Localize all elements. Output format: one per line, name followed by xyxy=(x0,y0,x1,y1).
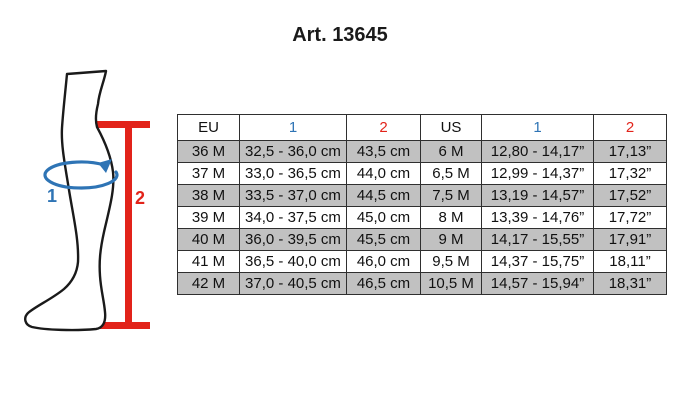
cell-height-cm: 45,5 cm xyxy=(346,228,421,251)
header-us: US xyxy=(420,114,482,141)
table-row: 39 M 34,0 - 37,5 cm 45,0 cm 8 M 13,39 - … xyxy=(177,206,667,229)
leg-outline-icon xyxy=(24,69,115,332)
cell-circumference-cm: 32,5 - 36,0 cm xyxy=(239,140,347,163)
cell-circumference-in: 14,17 - 15,55” xyxy=(481,228,594,251)
cell-circumference-cm: 36,5 - 40,0 cm xyxy=(239,250,347,273)
cell-us: 9 M xyxy=(420,228,482,251)
cell-eu: 41 M xyxy=(177,250,240,273)
page-title: Art. 13645 xyxy=(292,24,388,46)
cell-circumference-cm: 34,0 - 37,5 cm xyxy=(239,206,347,229)
circumference-label: 1 xyxy=(47,186,57,206)
height-measurement-line-icon xyxy=(97,121,150,329)
header-eu: EU xyxy=(177,114,240,141)
cell-circumference-in: 12,80 - 14,17” xyxy=(481,140,594,163)
cell-us: 6 M xyxy=(420,140,482,163)
cell-eu: 37 M xyxy=(177,162,240,185)
table-row: 41 M 36,5 - 40,0 cm 46,0 cm 9,5 M 14,37 … xyxy=(177,250,667,273)
header-circumference-cm: 1 xyxy=(239,114,347,141)
table-row: 36 M 32,5 - 36,0 cm 43,5 cm 6 M 12,80 - … xyxy=(177,140,667,163)
cell-circumference-cm: 33,5 - 37,0 cm xyxy=(239,184,347,207)
table-header-row: EU 1 2 US 1 2 xyxy=(177,114,667,141)
cell-eu: 42 M xyxy=(177,272,240,295)
table-row: 42 M 37,0 - 40,5 cm 46,5 cm 10,5 M 14,57… xyxy=(177,272,667,295)
cell-circumference-cm: 37,0 - 40,5 cm xyxy=(239,272,347,295)
cell-eu: 40 M xyxy=(177,228,240,251)
cell-circumference-in: 12,99 - 14,37” xyxy=(481,162,594,185)
cell-us: 6,5 M xyxy=(420,162,482,185)
cell-height-cm: 44,5 cm xyxy=(346,184,421,207)
size-table: EU 1 2 US 1 2 36 M 32,5 - 36,0 cm 43,5 c… xyxy=(177,114,667,295)
table-row: 38 M 33,5 - 37,0 cm 44,5 cm 7,5 M 13,19 … xyxy=(177,184,667,207)
cell-height-cm: 46,0 cm xyxy=(346,250,421,273)
cell-height-cm: 43,5 cm xyxy=(346,140,421,163)
cell-height-in: 17,32” xyxy=(593,162,667,185)
header-circumference-in: 1 xyxy=(481,114,594,141)
cell-height-in: 17,13” xyxy=(593,140,667,163)
cell-us: 8 M xyxy=(420,206,482,229)
cell-circumference-cm: 33,0 - 36,5 cm xyxy=(239,162,347,185)
cell-height-cm: 45,0 cm xyxy=(346,206,421,229)
table-row: 37 M 33,0 - 36,5 cm 44,0 cm 6,5 M 12,99 … xyxy=(177,162,667,185)
cell-height-cm: 46,5 cm xyxy=(346,272,421,295)
cell-circumference-in: 14,37 - 15,75” xyxy=(481,250,594,273)
cell-circumference-in: 14,57 - 15,94” xyxy=(481,272,594,295)
leg-measurement-diagram: 1 2 xyxy=(24,69,150,332)
cell-circumference-cm: 36,0 - 39,5 cm xyxy=(239,228,347,251)
cell-eu: 38 M xyxy=(177,184,240,207)
header-height-cm: 2 xyxy=(346,114,421,141)
cell-eu: 39 M xyxy=(177,206,240,229)
header-height-in: 2 xyxy=(593,114,667,141)
cell-height-cm: 44,0 cm xyxy=(346,162,421,185)
cell-height-in: 18,11” xyxy=(593,250,667,273)
cell-height-in: 17,72” xyxy=(593,206,667,229)
cell-height-in: 17,91” xyxy=(593,228,667,251)
cell-us: 10,5 M xyxy=(420,272,482,295)
cell-height-in: 18,31” xyxy=(593,272,667,295)
circumference-arrow-icon xyxy=(43,159,119,190)
cell-height-in: 17,52” xyxy=(593,184,667,207)
cell-us: 7,5 M xyxy=(420,184,482,207)
cell-circumference-in: 13,19 - 14,57” xyxy=(481,184,594,207)
cell-eu: 36 M xyxy=(177,140,240,163)
cell-circumference-in: 13,39 - 14,76” xyxy=(481,206,594,229)
height-label: 2 xyxy=(135,188,145,208)
table-row: 40 M 36,0 - 39,5 cm 45,5 cm 9 M 14,17 - … xyxy=(177,228,667,251)
cell-us: 9,5 M xyxy=(420,250,482,273)
